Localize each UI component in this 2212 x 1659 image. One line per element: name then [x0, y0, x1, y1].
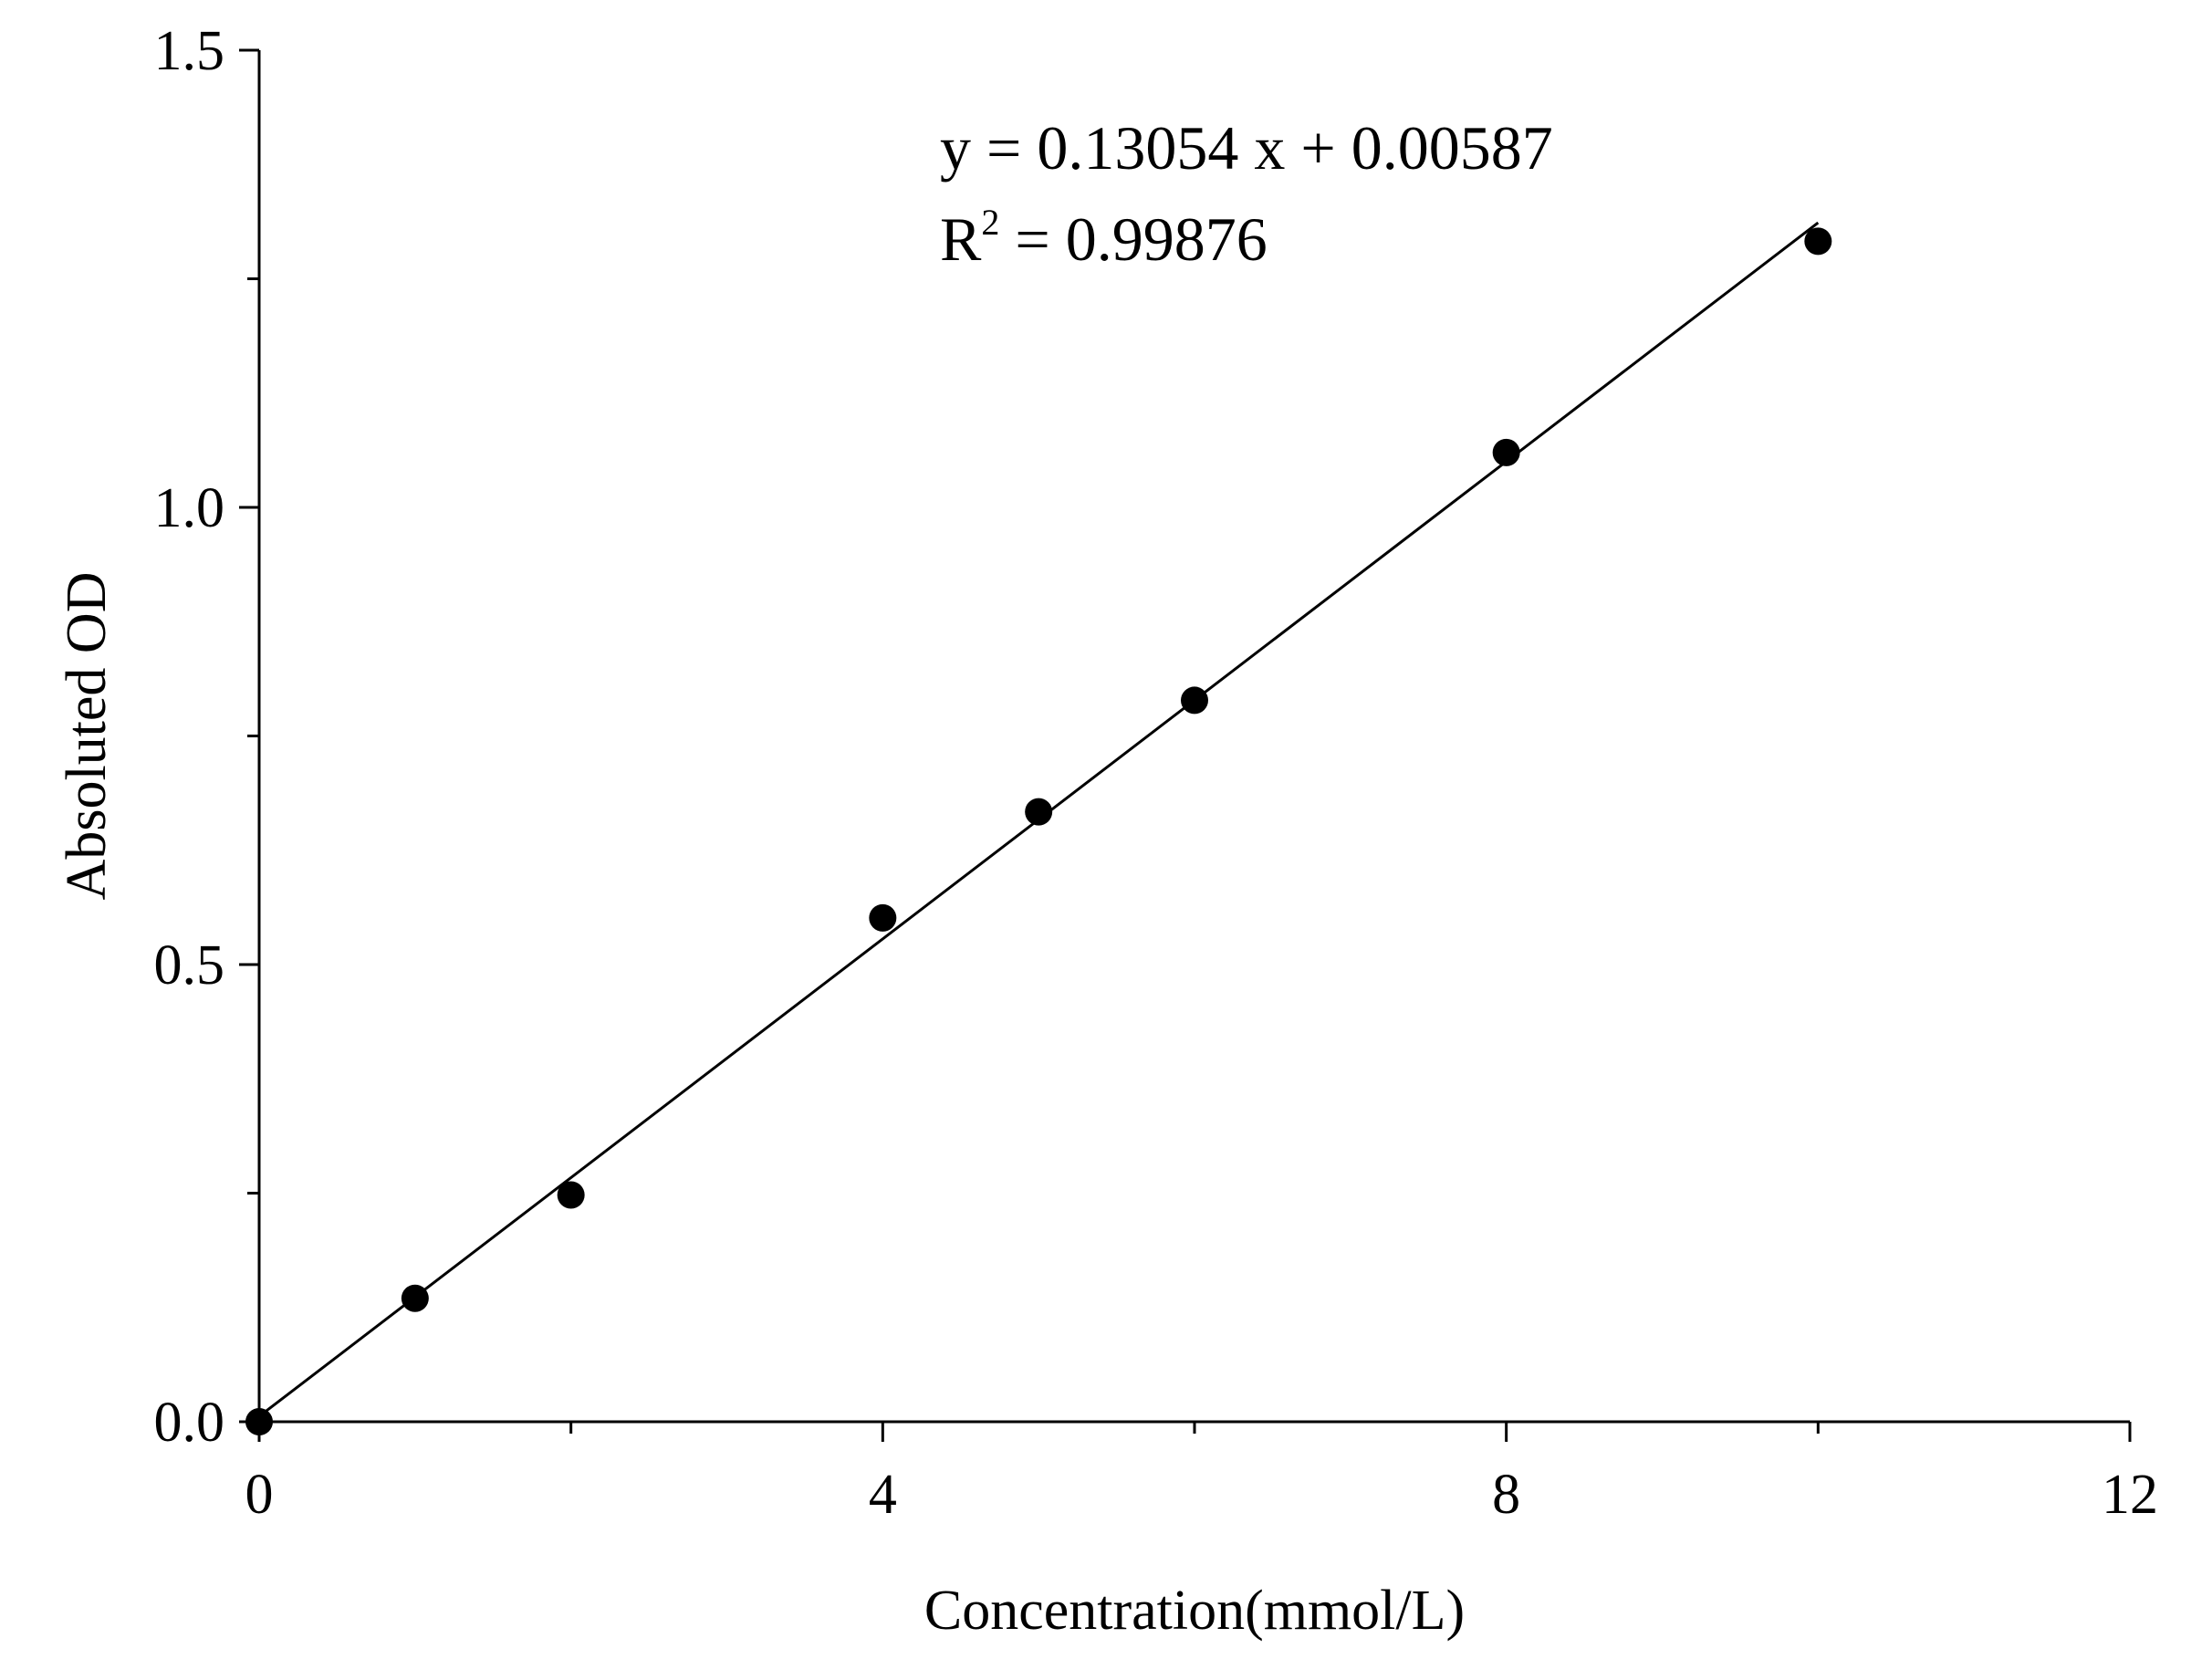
x-axis-title: Concentration(mmol/L) [924, 1580, 1465, 1642]
data-point [1804, 227, 1832, 256]
x-tick-label: 0 [245, 1464, 274, 1526]
data-point [245, 1408, 273, 1435]
r-squared-value: = 0.99876 [999, 204, 1267, 274]
data-points [245, 227, 1832, 1435]
r-squared-prefix: R [940, 204, 982, 274]
data-point [1025, 798, 1053, 826]
ticks [239, 48, 2132, 1442]
y-tick-label: 1.0 [154, 477, 225, 539]
y-tick-label: 0.5 [154, 934, 225, 996]
r-squared-annotation: R2 = 0.99876 [940, 202, 1268, 274]
equation-annotation: y = 0.13054 x + 0.00587 [940, 113, 1553, 183]
y-axis-title: Absoluted OD [56, 572, 118, 901]
y-tick-label: 0.0 [154, 1392, 225, 1454]
data-point [1181, 686, 1208, 715]
tick-labels: 0 4 8 12 0.0 0.5 1.0 1.5 [154, 20, 2159, 1526]
x-tick-label: 8 [1492, 1464, 1520, 1526]
r-squared-superscript: 2 [981, 202, 999, 243]
data-point [557, 1181, 585, 1209]
x-tick-label: 4 [869, 1464, 897, 1526]
data-point [401, 1284, 429, 1312]
y-tick-label: 1.5 [154, 20, 225, 82]
data-point [869, 903, 897, 932]
data-point [1492, 438, 1520, 466]
x-tick-label: 12 [2102, 1464, 2158, 1526]
